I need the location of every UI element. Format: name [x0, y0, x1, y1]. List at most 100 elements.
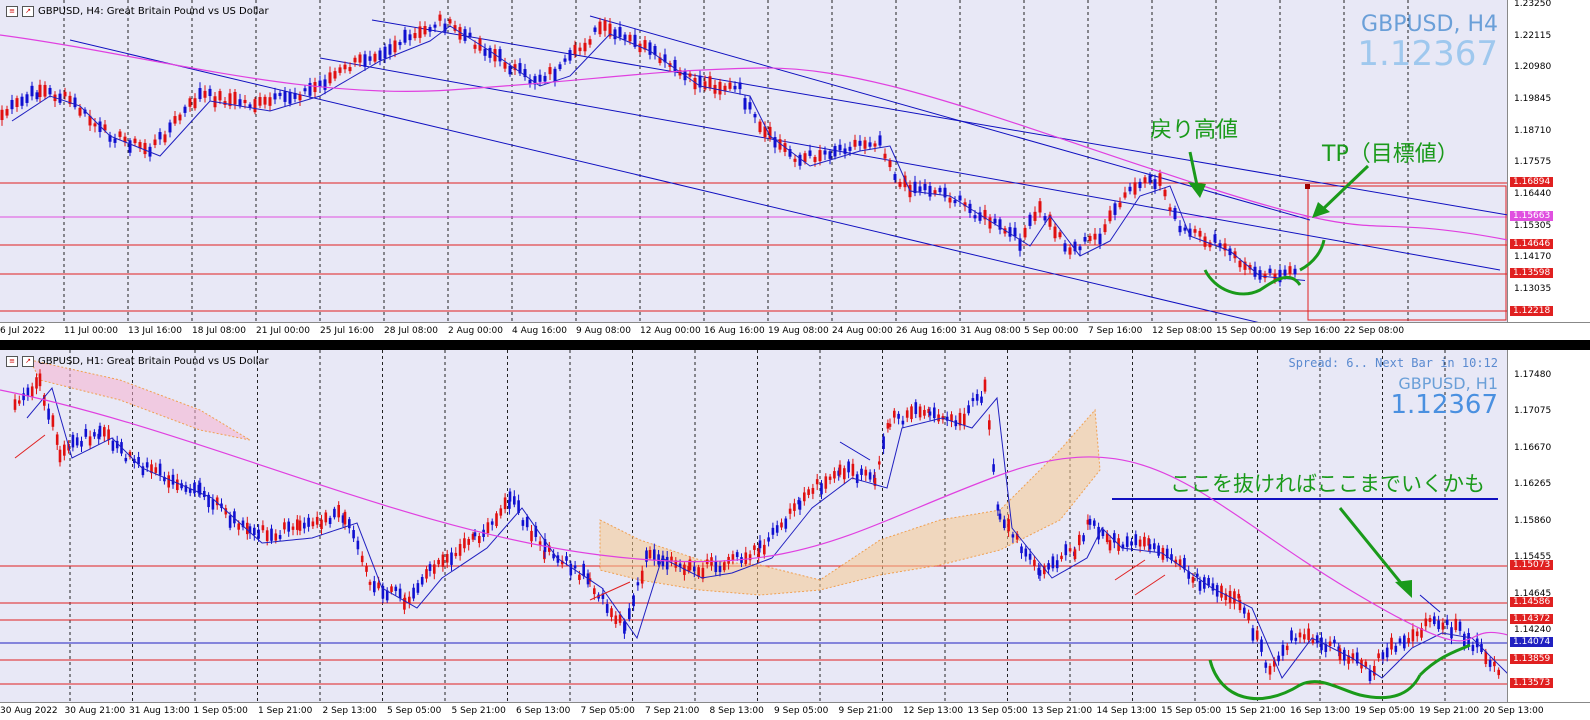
h4-candle: [98, 121, 102, 133]
h4-candle: [1288, 266, 1292, 274]
h4-candle: [1293, 268, 1297, 275]
price-level-badge: 1.16894: [1510, 177, 1554, 187]
h4-candle: [1113, 203, 1117, 215]
h4-candle: [428, 27, 432, 32]
h4-candle: [368, 56, 372, 61]
h1-price-axis[interactable]: 1.17480 1.17075 1.16670 1.16265 1.15860 1.154…: [1507, 350, 1590, 702]
signal-arrow: [839, 441, 871, 461]
h1-candle: [928, 411, 932, 416]
h1-candle: [771, 527, 775, 535]
h1-candle: [1007, 519, 1010, 532]
h1-candle: [851, 463, 855, 476]
h1-candle: [450, 552, 453, 565]
h1-candle: [18, 400, 21, 404]
h1-candle: [1260, 639, 1263, 652]
h4-candle: [1058, 232, 1062, 238]
h1-candle: [1238, 599, 1242, 611]
h4-candle: [618, 27, 622, 38]
h1-candle: [1068, 548, 1072, 552]
h4-candle: [30, 85, 34, 97]
h1-candle: [665, 556, 669, 570]
h4-candle: [1018, 238, 1022, 251]
h4-time-axis[interactable]: 6 Jul 2022 11 Jul 00:00 13 Jul 16:00 18 Jul…: [0, 322, 1590, 340]
h4-candle: [533, 76, 537, 85]
h4-candle: [858, 140, 862, 146]
h1-candle: [923, 409, 926, 416]
h1-candle: [788, 508, 792, 514]
h1-candle: [1407, 637, 1410, 643]
h1-candle: [403, 597, 406, 610]
time-tick-label: 30 Aug 2022: [0, 706, 58, 716]
h1-candle: [780, 522, 783, 528]
h4-candle: [178, 114, 182, 121]
h1-candle: [683, 564, 686, 575]
h1-time-axis[interactable]: 30 Aug 2022 30 Aug 21:00 31 Aug 13:00 1 Sep…: [0, 702, 1590, 720]
h1-candle: [257, 529, 260, 539]
h4-candle: [1123, 192, 1127, 198]
h4-candle: [35, 92, 39, 100]
h4-candle: [318, 80, 322, 87]
h1-candle: [22, 393, 25, 401]
h1-candle: [886, 423, 890, 429]
h1-candle: [1191, 576, 1195, 583]
h1-candle: [878, 461, 881, 465]
h4-candle: [1078, 246, 1082, 251]
h1-candle: [93, 432, 96, 437]
h1-price-plot[interactable]: [0, 350, 1508, 702]
h4-candle: [1268, 268, 1272, 273]
h4-candle: [438, 14, 442, 21]
h4-candle: [258, 97, 262, 106]
h1-candle: [918, 406, 922, 418]
h4-candle: [48, 87, 52, 95]
h1-candle: [1015, 533, 1019, 540]
h1-chart-pane[interactable]: ≡ ↗ GBPUSD, H1: Great Britain Pound vs U…: [0, 350, 1590, 720]
time-tick-label: 9 Sep 05:00: [774, 706, 829, 716]
h4-chart-header: ≡ ↗ GBPUSD, H4: Great Britain Pound vs U…: [6, 6, 269, 17]
h1-candle: [1433, 616, 1436, 625]
h1-candle: [1493, 661, 1496, 667]
h4-candle: [1073, 241, 1077, 252]
h4-candle: [833, 146, 837, 157]
h4-candle: [473, 44, 477, 49]
h4-candle: [1138, 181, 1142, 189]
h4-candle: [418, 26, 422, 38]
h1-candle: [356, 540, 360, 550]
h4-candle: [138, 142, 142, 149]
h1-candle: [610, 608, 613, 618]
h1-candle: [744, 552, 748, 564]
price-tick-label: 1.15305: [1514, 220, 1552, 231]
annotation-take-profit: TP（目標値）: [1322, 142, 1459, 167]
h1-candle: [320, 519, 323, 530]
h4-candle: [1093, 233, 1097, 240]
h4-candle: [348, 67, 352, 72]
h1-candle: [1441, 622, 1445, 630]
h1-candle: [84, 428, 88, 437]
h1-candle: [901, 420, 905, 425]
h4-chart-pane[interactable]: ≡ ↗ GBPUSD, H4: Great Britain Pound vs U…: [0, 0, 1590, 340]
h4-candle: [143, 142, 147, 155]
h1-candle: [473, 532, 477, 537]
time-tick-label: 5 Sep 00:00: [1024, 326, 1079, 336]
time-tick-label: 7 Sep 16:00: [1088, 326, 1143, 336]
h1-candle: [1428, 618, 1432, 622]
h4-candle: [943, 187, 947, 198]
h4-candle: [998, 219, 1002, 230]
h1-candle: [784, 518, 788, 529]
h4-candle: [933, 190, 937, 195]
h4-price-axis[interactable]: 1.23250 1.22115 1.20980 1.19845 1.18710 1.175…: [1507, 0, 1590, 322]
h1-candle: [1233, 591, 1236, 604]
h4-candle: [918, 186, 922, 192]
h4-candle: [118, 131, 122, 137]
h1-candle: [714, 561, 718, 573]
h1-candle: [1187, 571, 1190, 579]
h4-candle: [518, 63, 522, 74]
h4-price-plot[interactable]: [0, 0, 1508, 322]
h1-candle: [1333, 639, 1336, 644]
h1-candle: [137, 457, 140, 465]
price-tick-label: 1.14645: [1514, 588, 1552, 599]
time-tick-label: 1 Sep 21:00: [258, 706, 313, 716]
h1-candle: [1157, 545, 1160, 556]
h4-candle: [633, 34, 637, 47]
h4-candle: [153, 139, 157, 146]
h1-candle: [988, 420, 991, 430]
